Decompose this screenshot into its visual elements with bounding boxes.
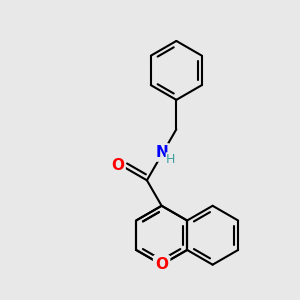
Text: O: O (155, 257, 168, 272)
Text: O: O (111, 158, 124, 173)
Text: H: H (166, 153, 176, 166)
Text: N: N (155, 145, 168, 160)
